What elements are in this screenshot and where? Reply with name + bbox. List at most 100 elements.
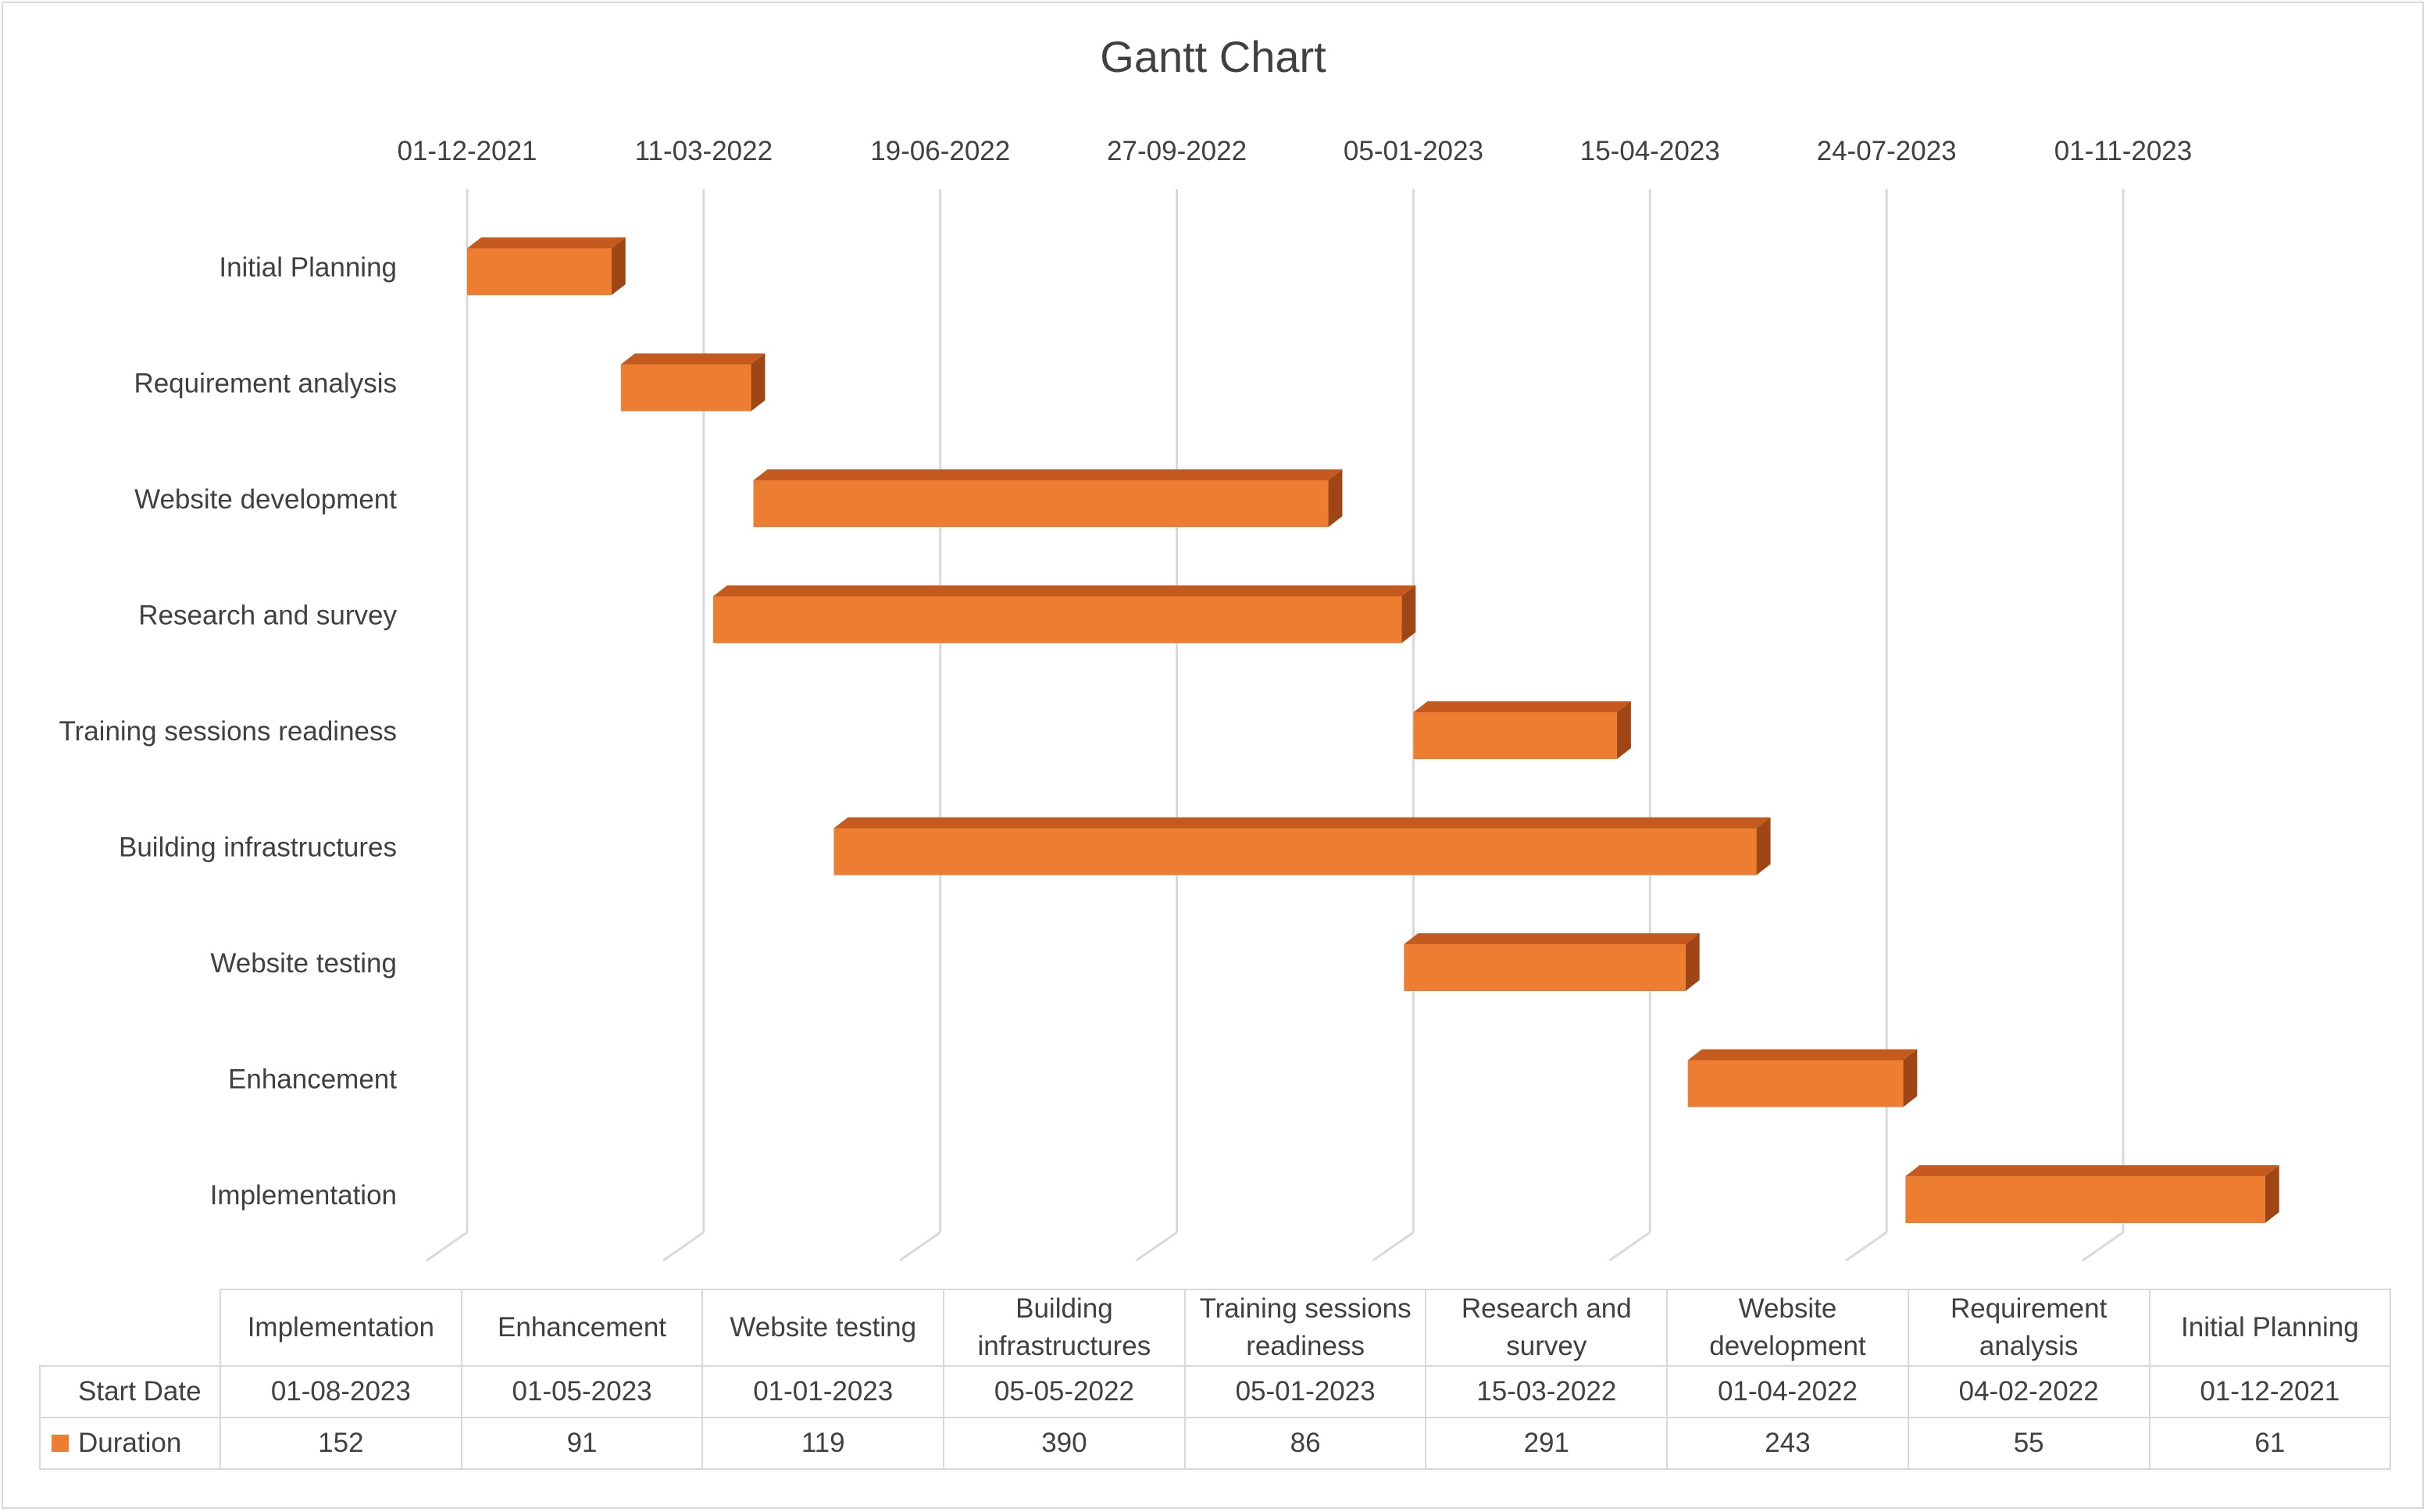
legend-key-icon <box>52 1435 69 1452</box>
table-column-header: Website development <box>1666 1289 1909 1367</box>
task-bar-front <box>712 596 1402 644</box>
task-bar-top <box>1905 1165 2279 1176</box>
table-column-header: Initial Planning <box>2148 1289 2392 1367</box>
table-column-header: Enhancement <box>460 1289 704 1367</box>
x-tick-label: 05-01-2023 <box>1344 136 1483 166</box>
table-cell: 91 <box>460 1417 704 1470</box>
table-cell: 01-04-2022 <box>1666 1365 1909 1418</box>
task-bar <box>620 353 766 412</box>
x-tick-label: 01-11-2023 <box>2054 136 2192 166</box>
task-bar <box>1413 701 1631 759</box>
task-bar-front <box>467 248 612 295</box>
data-table: Implementation Enhancement Website testing… <box>39 1289 2392 1470</box>
x-tick-label: 24-07-2023 <box>1817 136 1957 166</box>
table-cell: 04-02-2022 <box>1907 1365 2150 1418</box>
table-column-header: Website testing <box>701 1289 945 1367</box>
task-bar-side <box>611 237 626 295</box>
task-bar <box>1905 1165 2279 1223</box>
gridline-floor <box>1135 1231 1178 1262</box>
gridline-floor <box>2082 1231 2124 1262</box>
table-column-header: Requirement analysis <box>1907 1289 2150 1367</box>
task-bar <box>467 237 626 295</box>
task-bars <box>467 237 2279 1223</box>
table-row: Duration 152 91 119 390 86 291 243 55 61 <box>39 1417 2392 1470</box>
task-bar-top <box>467 237 626 248</box>
table-cell: 55 <box>1907 1417 2150 1470</box>
gridline-floor <box>662 1231 705 1262</box>
table-cell: 243 <box>1666 1417 1909 1470</box>
table-row-label-text: Start Date <box>78 1376 202 1407</box>
table-column-header: Building infrastructures <box>943 1289 1186 1367</box>
y-axis-task-labels: Initial Planning Requirement analysis Webs… <box>59 252 397 1211</box>
table-cell: 86 <box>1183 1417 1427 1470</box>
task-bar-side <box>1328 469 1343 527</box>
task-bar-front <box>753 480 1329 527</box>
table-cell: 291 <box>1425 1417 1669 1470</box>
gridline-floor <box>1372 1231 1415 1262</box>
task-bar <box>712 585 1416 644</box>
task-bar-side <box>751 353 766 412</box>
gridline-floor <box>426 1231 468 1262</box>
x-tick-label: 01-12-2021 <box>397 136 537 166</box>
table-row-label: Start Date <box>39 1365 221 1418</box>
task-bar-top <box>1413 701 1631 712</box>
x-tick-label: 15-04-2023 <box>1580 136 1720 166</box>
task-bar <box>833 817 1771 875</box>
table-cell: 05-05-2022 <box>943 1365 1186 1418</box>
task-bar-front <box>620 364 751 412</box>
y-task-label: Initial Planning <box>219 252 397 283</box>
x-tick-label: 11-03-2022 <box>635 136 773 166</box>
table-cell: 61 <box>2148 1417 2392 1470</box>
y-task-label: Training sessions readiness <box>59 716 397 747</box>
task-bar <box>1687 1049 1918 1107</box>
table-cell: 01-05-2023 <box>460 1365 704 1418</box>
table-row-label: Duration <box>39 1417 221 1470</box>
task-bar-side <box>1616 701 1631 759</box>
task-bar-top <box>1404 933 1700 944</box>
table-column-header: Implementation <box>220 1289 462 1367</box>
gridline-floor <box>898 1231 941 1262</box>
task-bar-side <box>1756 817 1771 875</box>
table-cell: 15-03-2022 <box>1425 1365 1669 1418</box>
task-bar <box>753 469 1343 527</box>
task-bar-top <box>1687 1049 1918 1061</box>
table-column-header: Training sessions readiness <box>1183 1289 1427 1367</box>
gridline-floor <box>1608 1231 1651 1262</box>
table-row-label-text: Duration <box>78 1428 182 1458</box>
task-bar-top <box>753 469 1343 480</box>
chart-title: Gantt Chart <box>1100 32 1326 81</box>
task-bar-side <box>2265 1165 2279 1223</box>
task-bar-side <box>1401 585 1416 644</box>
task-bar-front <box>1905 1176 2265 1223</box>
gridlines <box>426 189 2125 1262</box>
table-corner <box>40 1289 221 1367</box>
table-cell: 05-01-2023 <box>1183 1365 1427 1418</box>
task-bar-side <box>1903 1049 1918 1107</box>
y-task-label: Building infrastructures <box>119 833 397 863</box>
task-bar-front <box>1404 944 1686 991</box>
y-task-label: Enhancement <box>228 1064 397 1095</box>
task-bar-front <box>833 828 1757 875</box>
y-task-label: Requirement analysis <box>134 369 397 399</box>
task-bar-front <box>1687 1060 1904 1107</box>
table-cell: 01-12-2021 <box>2148 1365 2392 1418</box>
y-task-label: Implementation <box>210 1180 397 1211</box>
y-task-label: Website testing <box>210 948 397 979</box>
table-cell: 01-08-2023 <box>220 1365 462 1418</box>
gridline-floor <box>1845 1231 1887 1262</box>
task-bar-side <box>1685 933 1700 991</box>
table-cell: 152 <box>220 1417 462 1470</box>
table-row: Start Date 01-08-2023 01-05-2023 01-01-2023… <box>39 1365 2392 1418</box>
table-cell: 119 <box>701 1417 945 1470</box>
table-cell: 390 <box>943 1417 1186 1470</box>
task-bar-front <box>1413 712 1617 759</box>
task-bar <box>1404 933 1700 991</box>
task-bar-top <box>712 585 1416 597</box>
task-bar-top <box>620 353 766 365</box>
x-tick-label: 27-09-2022 <box>1107 136 1247 166</box>
table-column-header: Research and survey <box>1425 1289 1669 1367</box>
task-bar-top <box>833 817 1771 829</box>
x-tick-label: 19-06-2022 <box>870 136 1010 166</box>
